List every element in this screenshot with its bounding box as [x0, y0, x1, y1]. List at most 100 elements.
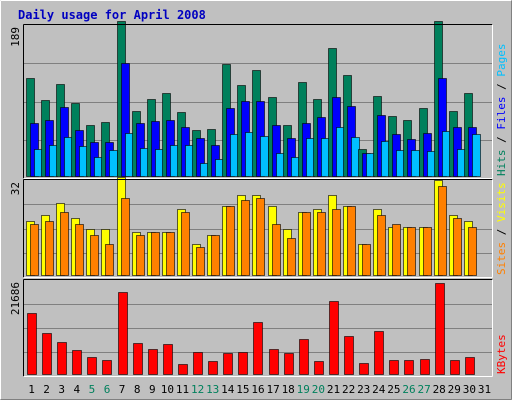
bar-kbytes-day-5 [87, 357, 97, 375]
bar-sites-day-9 [151, 232, 160, 276]
bar-sites-day-3 [60, 212, 69, 276]
x-tick-label-day-30: 30 [463, 383, 476, 396]
bar-sites-day-24 [377, 215, 386, 276]
bar-sites-day-4 [75, 224, 84, 276]
x-tick-label-day-18: 18 [282, 383, 295, 396]
bar-pages-day-26 [411, 150, 420, 177]
bar-sites-day-11 [181, 212, 190, 276]
x-tick-label-day-29: 29 [448, 383, 461, 396]
bar-kbytes-day-20 [314, 361, 324, 375]
bar-sites-day-12 [196, 247, 205, 276]
bar-sites-day-2 [45, 221, 54, 276]
bar-kbytes-day-18 [284, 353, 294, 375]
x-tick-label-day-13: 13 [206, 383, 219, 396]
legend-separator: / [495, 222, 508, 242]
x-tick-label-day-27: 27 [417, 383, 430, 396]
x-tick-label-day-21: 21 [327, 383, 340, 396]
x-tick-label-day-6: 6 [104, 383, 111, 396]
bar-kbytes-day-27 [420, 359, 430, 375]
bar-kbytes-day-17 [269, 349, 279, 375]
bar-kbytes-day-21 [329, 301, 339, 375]
panel-top: 189 Hits / Files / Pages [9, 21, 508, 179]
bar-sites-day-19 [302, 212, 311, 276]
x-tick-label-day-10: 10 [161, 383, 174, 396]
bar-sites-day-16 [256, 198, 265, 276]
x-tick-label-day-14: 14 [221, 383, 235, 396]
bar-sites-day-22 [347, 206, 356, 276]
bar-pages-day-6 [109, 150, 118, 177]
bar-sites-day-30 [468, 227, 477, 276]
bar-sites-day-7 [121, 198, 130, 276]
bar-kbytes-day-10 [163, 344, 173, 375]
bar-sites-day-20 [317, 212, 326, 276]
x-tick-label-day-17: 17 [266, 383, 279, 396]
x-tick-label-day-7: 7 [119, 383, 126, 396]
legend-entry-visits: Visits [495, 182, 508, 222]
legend: Hits / Files / Pages [495, 44, 508, 177]
bar-kbytes-day-15 [238, 352, 248, 375]
x-tick-label-day-19: 19 [297, 383, 310, 396]
bar-kbytes-day-19 [299, 339, 309, 375]
legend-separator: / [495, 130, 508, 150]
legend: Sites / Visits [495, 182, 508, 275]
x-tick-label-day-22: 22 [342, 383, 355, 396]
x-tick-label-day-15: 15 [236, 383, 249, 396]
bar-sites-day-23 [362, 244, 371, 276]
bar-sites-day-8 [136, 235, 145, 276]
bar-sites-day-13 [211, 235, 220, 276]
x-tick-label-day-5: 5 [89, 383, 96, 396]
bar-kbytes-day-30 [465, 357, 475, 375]
bar-pages-day-30 [472, 134, 481, 177]
bar-kbytes-day-7 [118, 292, 128, 375]
legend-entry-kbytes: KBytes [495, 334, 508, 374]
bar-sites-day-1 [30, 224, 39, 276]
legend-entry-pages: Pages [495, 44, 508, 77]
bar-sites-day-27 [423, 227, 432, 276]
bar-kbytes-day-11 [178, 364, 188, 375]
bar-sites-day-5 [90, 235, 99, 276]
bar-kbytes-day-22 [344, 336, 354, 375]
chart-panels: 189 Hits / Files / Pages 32 Sites / Visits 2… [9, 21, 508, 377]
chart-title: Daily usage for April 2008 [18, 8, 206, 22]
bar-kbytes-day-2 [42, 333, 52, 375]
bar-sites-day-15 [241, 200, 250, 276]
bar-kbytes-day-6 [102, 360, 112, 375]
legend-entry-files: Files [495, 97, 508, 130]
x-tick-label-day-28: 28 [433, 383, 446, 396]
x-axis-labels: 1 2 3 4 5 6 7 8 9 10 11 12 13 14 15 16 17 18 19 20 21 22 23 24 2… [28, 383, 491, 396]
legend-separator: / [495, 77, 508, 97]
legend: KBytes [495, 334, 508, 374]
y-max-label: 32 [9, 182, 22, 195]
x-tick-label-day-3: 3 [58, 383, 65, 396]
bar-kbytes-day-3 [57, 342, 67, 375]
x-tick-label-day-20: 20 [312, 383, 325, 396]
bar-kbytes-day-14 [223, 353, 233, 375]
bar-pages-day-16 [260, 136, 269, 177]
bar-sites-day-6 [105, 244, 114, 276]
bar-kbytes-day-16 [253, 322, 263, 375]
x-tick-label-day-1: 1 [28, 383, 35, 396]
x-tick-label-day-26: 26 [402, 383, 415, 396]
legend-entry-hits: Hits [495, 150, 508, 177]
x-tick-label-day-24: 24 [372, 383, 386, 396]
panel-middle: 32 Sites / Visits [9, 177, 508, 278]
bar-sites-day-28 [438, 186, 447, 276]
bar-sites-day-17 [272, 224, 281, 276]
x-tick-label-day-11: 11 [176, 383, 189, 396]
bar-kbytes-day-13 [208, 361, 218, 375]
bar-sites-day-14 [226, 206, 235, 276]
panel-bottom: 21686 KBytes [9, 279, 508, 377]
bar-kbytes-day-12 [193, 352, 203, 375]
bar-kbytes-day-29 [450, 360, 460, 375]
bar-sites-day-26 [407, 227, 416, 276]
bar-sites-day-29 [453, 218, 462, 276]
bar-kbytes-day-25 [389, 360, 399, 375]
x-tick-label-day-23: 23 [357, 383, 370, 396]
bar-kbytes-day-28 [435, 283, 445, 375]
x-tick-label-day-4: 4 [73, 383, 80, 396]
x-tick-label-day-2: 2 [43, 383, 50, 396]
x-tick-label-day-31: 31 [478, 383, 491, 396]
bar-kbytes-day-24 [374, 331, 384, 375]
bar-kbytes-day-4 [72, 350, 82, 375]
